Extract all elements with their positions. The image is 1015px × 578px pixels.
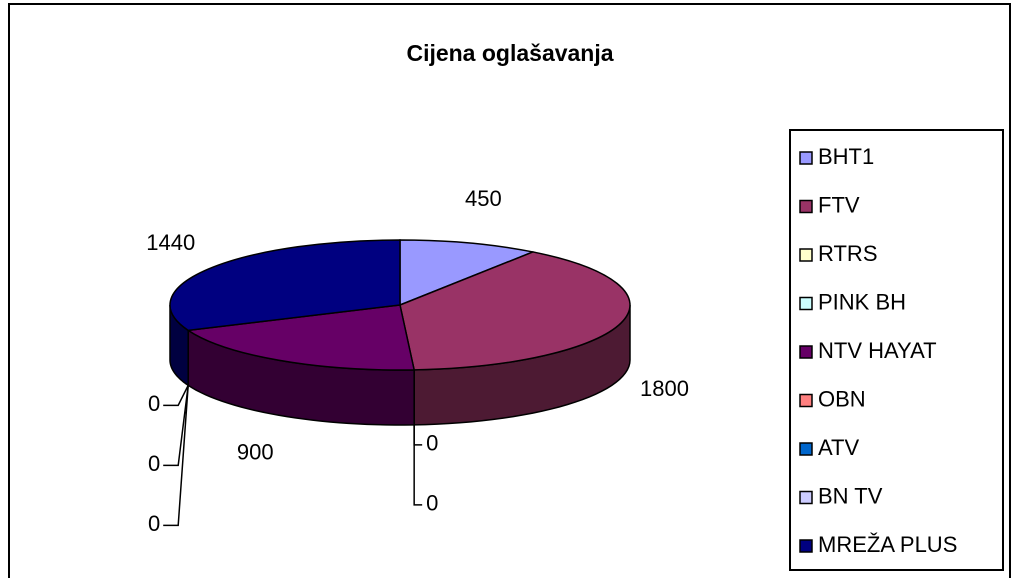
leader-line	[163, 385, 189, 467]
data-label: 0	[426, 431, 438, 456]
leader-line	[163, 385, 189, 527]
slice	[399, 239, 536, 307]
legend-swatch	[799, 199, 813, 214]
legend-label: BHT1	[818, 144, 874, 169]
legend-label: PINK BH	[818, 289, 906, 314]
data-label: 0	[148, 391, 160, 416]
slice	[169, 239, 401, 332]
legend-label: RTRS	[818, 241, 878, 266]
legend-label: OBN	[818, 386, 866, 411]
legend-label: ATV	[818, 435, 859, 460]
slice	[399, 251, 631, 371]
legend-label: NTV HAYAT	[818, 338, 937, 363]
legend-swatch	[799, 296, 813, 311]
legend-box	[789, 129, 1004, 571]
legend-label: FTV	[818, 192, 860, 217]
legend-swatch	[799, 393, 813, 408]
slice	[186, 304, 416, 371]
leader-line	[163, 385, 189, 407]
data-label: 0	[426, 491, 438, 516]
legend-swatch	[799, 490, 813, 505]
legend-swatch	[799, 151, 813, 165]
legend-swatch	[799, 539, 813, 553]
data-label: 450	[465, 186, 502, 211]
legend-swatch	[799, 345, 813, 359]
chart-title: Cijena oglašavanja	[406, 40, 613, 66]
leader-line	[413, 424, 423, 506]
legend-swatch	[799, 442, 813, 456]
data-label: 0	[148, 451, 160, 476]
legend-label: MREŽA PLUS	[818, 532, 957, 557]
data-label: 1800	[640, 376, 689, 401]
data-label: 900	[237, 439, 274, 464]
legend-swatch	[799, 248, 813, 262]
legend-label: BN TV	[818, 483, 883, 508]
data-label: 0	[148, 511, 160, 536]
data-label: 1440	[146, 230, 195, 255]
